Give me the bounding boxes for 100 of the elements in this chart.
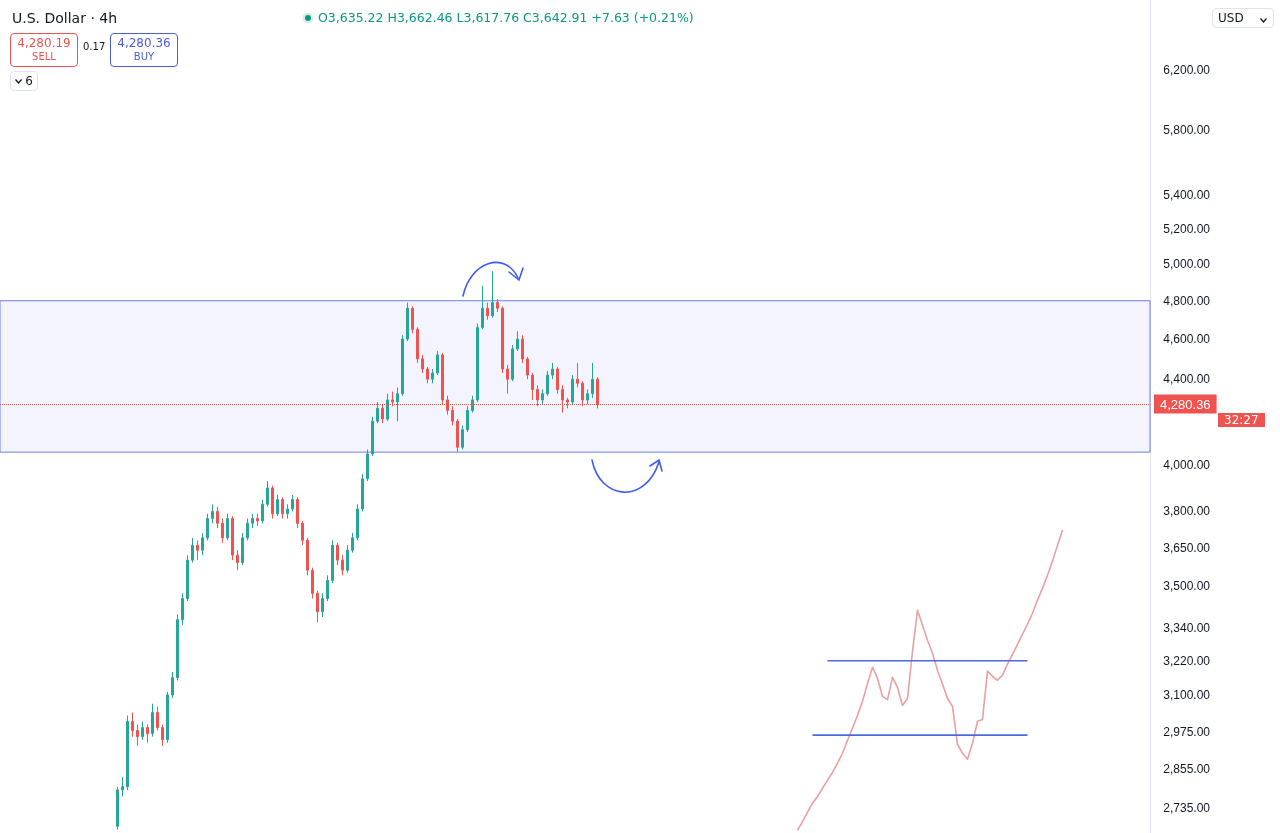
candlestick [481, 285, 484, 330]
candlestick [456, 418, 459, 453]
y-tick-label: 4,600.00 [1163, 332, 1211, 347]
candlestick [271, 485, 274, 520]
y-tick-label: 5,400.00 [1163, 187, 1211, 202]
annotation: 0.17 [83, 41, 106, 52]
candlestick [341, 554, 344, 576]
candlestick [306, 537, 309, 576]
y-tick-label: 5,800.00 [1163, 123, 1211, 138]
annotation: 4,280.36 [116, 36, 172, 50]
y-tick-label: 3,100.00 [1163, 687, 1211, 702]
candlestick [531, 372, 534, 401]
candlestick [501, 305, 504, 374]
candlestick [346, 544, 349, 574]
candlestick [131, 712, 134, 738]
candlestick [311, 567, 314, 600]
candlestick [216, 506, 219, 529]
y-tick-label: 3,500.00 [1163, 578, 1211, 593]
candlestick [206, 513, 209, 541]
candlestick [526, 356, 529, 380]
candlestick [471, 395, 474, 414]
candlestick [141, 721, 144, 741]
candlestick [186, 554, 189, 602]
candlestick [551, 362, 554, 380]
candlestick [241, 532, 244, 566]
text: U.S. Dollar · 4h [12, 10, 118, 26]
candlestick [491, 270, 494, 319]
candlestick [356, 503, 359, 541]
candlestick [231, 515, 234, 561]
y-tick-label: 2,975.00 [1163, 725, 1211, 740]
candlestick [146, 724, 149, 744]
candlestick [496, 298, 499, 313]
y-tick-label: 6,200.00 [1163, 62, 1211, 77]
y-tick-label: 2,735.00 [1163, 800, 1211, 815]
candlestick [386, 393, 389, 422]
candlestick [196, 539, 199, 561]
candlestick [396, 386, 399, 422]
candlestick [251, 513, 254, 529]
candlestick [181, 592, 184, 626]
candlestick [336, 542, 339, 566]
candlestick [521, 334, 524, 364]
candlestick [221, 518, 224, 544]
y-tick-label: 4,000.00 [1163, 458, 1211, 473]
candlestick [296, 496, 299, 529]
annotation: 6 [25, 74, 33, 88]
candlestick [261, 499, 264, 524]
y-tick-label: 3,340.00 [1163, 620, 1211, 635]
candlestick [156, 706, 159, 732]
y-tick-label: 3,220.00 [1163, 653, 1211, 668]
y-tick-label: 4,400.00 [1163, 372, 1211, 387]
candlestick [121, 776, 124, 797]
candlestick [576, 362, 579, 388]
y-tick-label: 4,800.00 [1163, 293, 1211, 308]
annotation: O3,635.22 H3,662.46 L3,617.76 C3,642.91 +7.63 (+0.21%) [318, 10, 694, 25]
candlestick [326, 574, 329, 602]
candlestick [226, 513, 229, 541]
candlestick [366, 448, 369, 482]
line-series [796, 529, 1064, 832]
candlestick [116, 786, 119, 831]
candlestick [401, 334, 404, 397]
candlestick [191, 537, 194, 564]
candlestick [276, 494, 279, 517]
candlestick [586, 388, 589, 405]
candlestick [546, 370, 549, 397]
candlestick [171, 671, 174, 699]
candlestick [136, 724, 139, 747]
candlestick [286, 503, 289, 520]
text: USD [1218, 11, 1244, 25]
candlestick [166, 691, 169, 744]
candlestick [161, 724, 164, 747]
candlestick [176, 613, 179, 682]
candlestick [406, 302, 409, 342]
candlestick [571, 374, 574, 405]
candlestick [556, 366, 559, 395]
candlestick [236, 549, 239, 571]
candlestick [436, 350, 439, 376]
candlestick [331, 539, 334, 584]
candlestick [516, 330, 519, 352]
candlestick [476, 323, 479, 403]
candlestick [316, 590, 319, 623]
y-tick-label: 5,000.00 [1163, 256, 1211, 271]
candlestick [506, 364, 509, 395]
candlestick [486, 302, 489, 321]
candlestick [421, 354, 424, 374]
candlestick [416, 326, 419, 364]
candlestick [246, 518, 249, 541]
candlestick [151, 703, 154, 738]
candlestick [211, 503, 214, 524]
ref-line-label: 4,280.36 [1160, 396, 1211, 412]
candlestick [361, 473, 364, 512]
candlestick [541, 388, 544, 405]
candlestick [376, 401, 379, 424]
text: 32:27 [1218, 413, 1265, 427]
candlestick [321, 592, 324, 618]
candlestick [291, 494, 294, 512]
candlestick [301, 520, 304, 546]
candlestick [591, 362, 594, 399]
annotation: BUY [132, 50, 156, 64]
candlestick [511, 344, 514, 382]
candlestick [371, 416, 374, 457]
